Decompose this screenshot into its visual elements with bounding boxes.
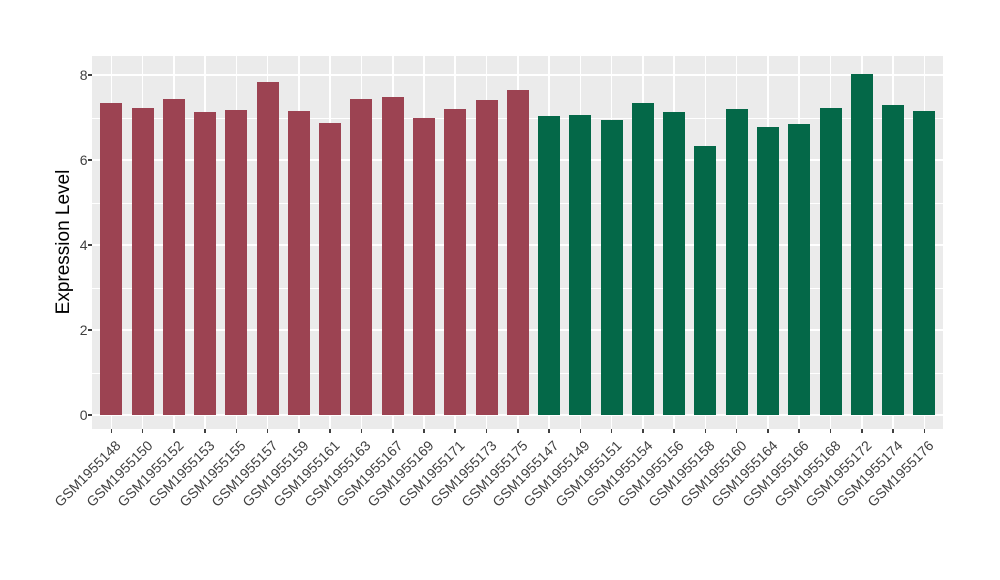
bar xyxy=(569,115,592,415)
x-axis-tick xyxy=(141,429,144,433)
x-axis-tick xyxy=(204,429,206,433)
x-axis-tick xyxy=(548,429,550,433)
y-tick-label: 0 xyxy=(79,407,88,423)
x-axis-tick xyxy=(704,429,707,433)
y-tick-label: 2 xyxy=(79,322,88,338)
x-axis-tick xyxy=(642,429,644,433)
bar xyxy=(913,111,936,415)
x-axis-tick xyxy=(235,429,238,433)
bar xyxy=(756,127,779,415)
y-axis-tick xyxy=(88,244,92,246)
x-axis-tick xyxy=(329,429,331,433)
bar xyxy=(381,97,404,415)
x-axis-tick xyxy=(110,429,113,433)
y-tick-label: 6 xyxy=(79,152,88,168)
bar xyxy=(631,103,654,415)
x-axis-tick xyxy=(798,429,801,433)
bar xyxy=(475,100,498,415)
bar xyxy=(788,123,811,415)
bar xyxy=(663,111,686,415)
y-axis-tick xyxy=(88,74,92,76)
x-axis-tick xyxy=(610,429,613,433)
x-axis-tick xyxy=(391,429,394,433)
x-axis-tick xyxy=(298,429,300,433)
x-axis-tick xyxy=(173,429,175,433)
x-axis-tick xyxy=(735,429,738,433)
bar xyxy=(225,109,248,415)
y-tick-label: 8 xyxy=(79,67,88,83)
bar xyxy=(194,111,217,415)
bar xyxy=(287,110,310,415)
x-axis-tick xyxy=(673,429,675,433)
x-axis-tick xyxy=(266,429,269,433)
bar xyxy=(850,74,873,415)
y-axis-tick xyxy=(88,329,92,331)
y-axis-tick xyxy=(88,414,92,416)
x-axis-tick xyxy=(892,429,894,433)
y-tick-label: 4 xyxy=(79,237,88,253)
bar xyxy=(882,104,905,415)
x-axis-tick xyxy=(860,429,863,433)
bar xyxy=(350,98,373,415)
bar xyxy=(131,107,154,415)
x-axis-tick xyxy=(454,429,457,433)
x-axis-tick xyxy=(767,429,769,433)
x-axis-tick xyxy=(517,429,519,433)
x-axis-tick xyxy=(423,429,425,433)
x-axis-tick xyxy=(360,429,363,433)
bar xyxy=(319,122,342,415)
x-axis-tick xyxy=(923,429,926,433)
bar xyxy=(725,109,748,415)
y-axis-tick xyxy=(88,159,92,161)
bar xyxy=(100,103,123,415)
x-axis-tick xyxy=(485,429,488,433)
bar xyxy=(256,82,279,415)
x-axis-tick xyxy=(579,429,582,433)
bar xyxy=(506,89,529,415)
bar xyxy=(819,108,842,415)
bar xyxy=(413,117,435,415)
bar xyxy=(444,109,467,415)
plot-panel xyxy=(92,56,943,429)
x-axis-tick xyxy=(829,429,832,433)
bar xyxy=(694,146,717,415)
bar xyxy=(162,98,185,415)
bar xyxy=(600,120,623,415)
bar xyxy=(538,116,561,415)
